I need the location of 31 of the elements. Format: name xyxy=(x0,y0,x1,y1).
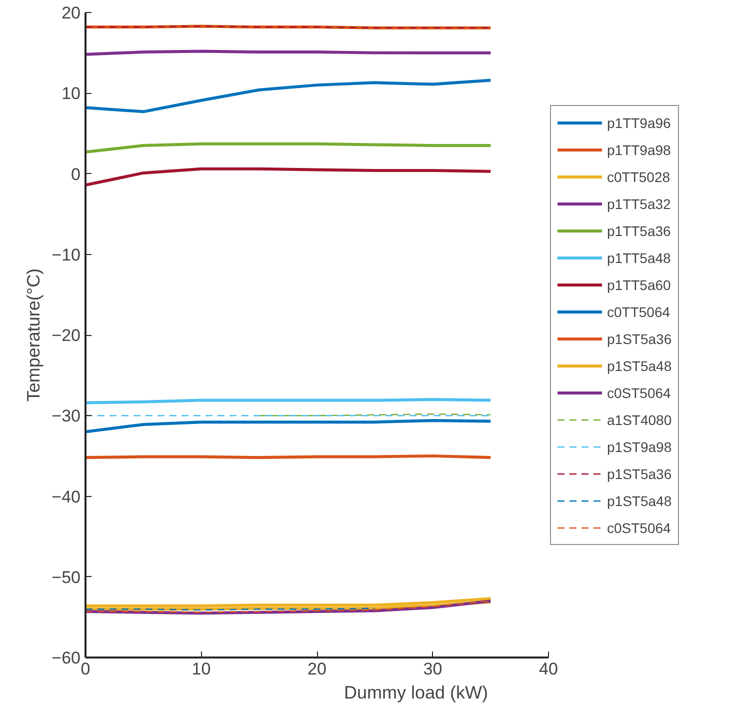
legend-label: p1ST5a36 xyxy=(607,330,672,349)
legend-label: c0ST5064 xyxy=(607,384,671,402)
legend-label: p1TT9a98 xyxy=(607,140,671,160)
y-tick-label: −40 xyxy=(52,487,81,506)
legend-label: p1TT5a60 xyxy=(607,276,671,295)
y-axis-title: Temperature(°C) xyxy=(24,268,44,402)
x-tick-label: 20 xyxy=(308,660,326,678)
legend-label: c0ST5064 xyxy=(607,518,671,538)
y-tick-label: −60 xyxy=(52,648,81,668)
y-tick-label: −30 xyxy=(52,406,81,426)
y-tick-label: 0 xyxy=(71,164,81,184)
x-tick-label: 10 xyxy=(192,660,211,678)
legend-label: p1ST9a98 xyxy=(607,438,672,457)
y-tick-label: 20 xyxy=(62,4,81,22)
x-tick-label: 40 xyxy=(539,660,558,678)
legend-label: p1TT5a32 xyxy=(607,194,671,214)
legend-label: p1TT5a48 xyxy=(607,248,671,268)
legend-label: p1ST5a36 xyxy=(607,464,672,484)
y-tick-label: −50 xyxy=(52,568,81,587)
y-tick-label: 10 xyxy=(62,84,81,104)
legend-label: a1ST4080 xyxy=(607,410,672,430)
x-axis-title: Dummy load (kW) xyxy=(344,682,488,702)
y-tick-label: −10 xyxy=(52,245,81,264)
legend-label: c0TT5064 xyxy=(607,302,670,322)
legend-label: p1TT5a36 xyxy=(607,222,671,241)
x-tick-label: 30 xyxy=(423,660,442,678)
y-tick-label: −20 xyxy=(52,326,81,345)
legend-label: p1ST5a48 xyxy=(607,356,672,376)
legend-label: c0TT5028 xyxy=(607,168,670,186)
legend-label: p1ST5a48 xyxy=(607,492,672,511)
legend-label: p1TT9a96 xyxy=(607,114,671,133)
